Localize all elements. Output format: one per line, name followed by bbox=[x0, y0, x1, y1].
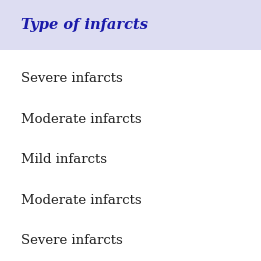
Bar bbox=[0, 0, 261, 50]
Text: Mild infarcts: Mild infarcts bbox=[21, 153, 107, 166]
Text: Severe infarcts: Severe infarcts bbox=[21, 73, 123, 85]
Text: Moderate infarcts: Moderate infarcts bbox=[21, 113, 141, 126]
Text: Type of infarcts: Type of infarcts bbox=[21, 18, 148, 32]
Text: Severe infarcts: Severe infarcts bbox=[21, 234, 123, 247]
Text: Moderate infarcts: Moderate infarcts bbox=[21, 194, 141, 207]
